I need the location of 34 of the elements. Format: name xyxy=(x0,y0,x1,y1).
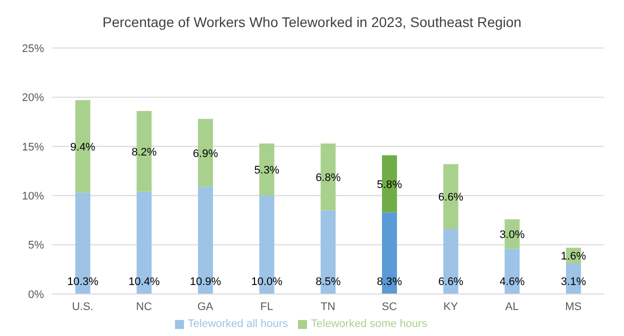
y-tick-label: 5% xyxy=(28,240,44,252)
data-label: 6.6% xyxy=(438,192,464,204)
x-tick-label: MS xyxy=(565,300,582,313)
x-tick-label: SC xyxy=(382,300,398,313)
data-label: 5.3% xyxy=(254,164,280,177)
data-label: 10.4% xyxy=(128,276,160,288)
x-tick-label: KY xyxy=(443,300,459,313)
data-label: 10.3% xyxy=(67,276,99,288)
data-label: 4.6% xyxy=(500,276,525,288)
x-tick-label: NC xyxy=(136,300,152,313)
data-label: 6.6% xyxy=(438,276,464,288)
data-label: 8.2% xyxy=(132,146,157,158)
data-label: 3.0% xyxy=(500,228,525,241)
y-tick-label: 15% xyxy=(22,141,44,154)
x-tick-label: FL xyxy=(260,300,274,313)
data-label: 3.1% xyxy=(560,276,586,288)
legend-label: Teleworked all hours xyxy=(188,318,288,330)
data-label: 6.9% xyxy=(192,148,218,160)
x-tick-label: TN xyxy=(320,300,336,313)
legend-label: Teleworked some hours xyxy=(311,318,428,330)
data-label: 10.0% xyxy=(251,276,283,288)
y-tick-label: 20% xyxy=(22,92,44,104)
x-tick-label: GA xyxy=(197,300,214,313)
y-tick-label: 0% xyxy=(28,288,44,301)
y-tick-label: 10% xyxy=(22,190,44,203)
x-tick-label: U.S. xyxy=(72,300,94,313)
data-label: 1.6% xyxy=(560,250,586,263)
y-tick-label: 25% xyxy=(22,42,44,55)
x-tick-label: AL xyxy=(505,300,519,313)
data-label: 9.4% xyxy=(70,141,96,154)
data-label: 6.8% xyxy=(316,172,341,184)
data-label: 8.5% xyxy=(316,276,341,288)
data-label: 10.9% xyxy=(190,276,222,288)
chart-title: Percentage of Workers Who Teleworked in 2023, Southeast Region xyxy=(102,13,522,32)
